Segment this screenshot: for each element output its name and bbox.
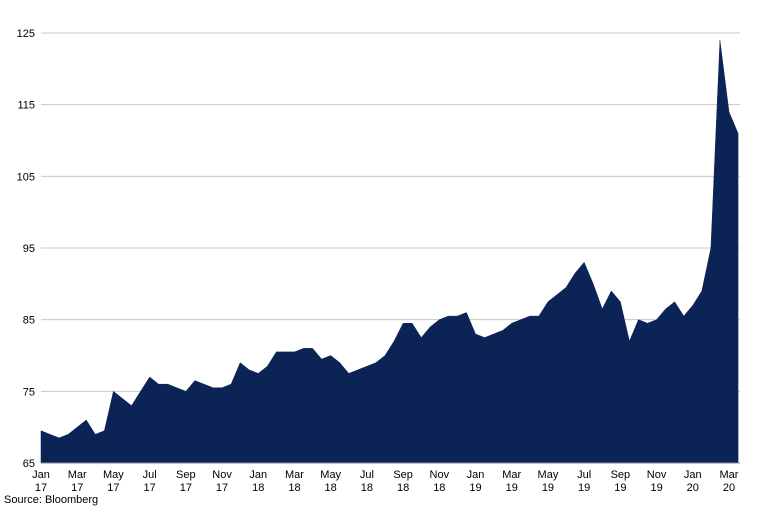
area: [40, 40, 739, 464]
y-tick-label: 95: [23, 243, 35, 255]
x-tick-label-line: Nov: [647, 469, 667, 481]
x-tick-label: Jan 19: [467, 469, 485, 494]
x-tick-label: Sep 19: [611, 469, 631, 494]
y-tick-label: 75: [23, 386, 35, 398]
x-tick-label: Mar 18: [285, 469, 304, 494]
x-tick-label-line: 19: [469, 482, 481, 494]
source-note: Source: Bloomberg: [4, 494, 98, 506]
y-tick-label: 125: [17, 28, 35, 40]
x-tick-label-line: Nov: [430, 469, 450, 481]
x-tick-label: Jan 18: [249, 469, 267, 494]
x-tick-label-line: 18: [433, 482, 445, 494]
x-tick-label-line: 17: [144, 482, 156, 494]
y-tick-label: 85: [23, 315, 35, 327]
x-tick-label-line: Jul: [577, 469, 591, 481]
x-tick-label-line: Jul: [360, 469, 374, 481]
x-tick-label-line: Sep: [176, 469, 196, 481]
x-tick-label: Mar 17: [68, 469, 87, 494]
x-tick-label: Jan 20: [684, 469, 702, 494]
x-tick-label: Sep 18: [393, 469, 413, 494]
x-tick-label-line: 17: [107, 482, 119, 494]
x-tick-label-line: 17: [71, 482, 83, 494]
x-tick-label-line: Jan: [467, 469, 485, 481]
x-tick-label-line: 20: [687, 482, 699, 494]
x-tick-label-line: 17: [216, 482, 228, 494]
x-tick-label-line: May: [320, 469, 341, 481]
x-tick-label: Mar 19: [502, 469, 521, 494]
x-tick-label-line: 19: [506, 482, 518, 494]
x-tick-label-line: 19: [650, 482, 662, 494]
x-tick-label-line: May: [538, 469, 559, 481]
x-tick-label: Nov 18: [430, 469, 450, 494]
y-tick-label: 105: [17, 171, 35, 183]
x-tick-label-line: 17: [180, 482, 192, 494]
x-tick-label-line: 18: [397, 482, 409, 494]
x-tick-label-line: Mar: [285, 469, 304, 481]
x-tick-label: Nov 17: [212, 469, 232, 494]
x-tick-label-line: 17: [35, 482, 47, 494]
x-tick-label-line: Mar: [720, 469, 739, 481]
x-tick-label: Mar 20: [720, 469, 739, 494]
x-tick-label-line: Sep: [611, 469, 631, 481]
x-tick-label-line: Jul: [143, 469, 157, 481]
x-tick-label: Nov 19: [647, 469, 667, 494]
x-tick-label-line: 18: [361, 482, 373, 494]
x-tick-label-line: Nov: [212, 469, 232, 481]
x-tick-label-line: 19: [578, 482, 590, 494]
x-tick-label: Sep 17: [176, 469, 196, 494]
x-tick-label: Jul 19: [577, 469, 591, 494]
x-tick-label: Jul 17: [143, 469, 157, 494]
x-tick-label-line: Mar: [68, 469, 87, 481]
x-tick-label-line: 18: [288, 482, 300, 494]
x-tick-label: Jul 18: [360, 469, 374, 494]
x-tick-label-line: May: [103, 469, 124, 481]
x-tick-label-line: Jan: [684, 469, 702, 481]
x-tick-label-line: 18: [252, 482, 264, 494]
x-tick-label-line: 19: [614, 482, 626, 494]
x-tick-label-line: Jan: [32, 469, 50, 481]
x-tick-label-line: 20: [723, 482, 735, 494]
x-tick-label-line: Sep: [393, 469, 413, 481]
x-tick-label: May 18: [320, 469, 341, 494]
y-tick-label: 65: [23, 458, 35, 470]
x-tick-label: May 19: [538, 469, 559, 494]
x-tick-label-line: Mar: [502, 469, 521, 481]
x-tick-label-line: 18: [325, 482, 337, 494]
x-tick-label-line: Jan: [249, 469, 267, 481]
x-tick-label: May 17: [103, 469, 124, 494]
x-tick-label-line: 19: [542, 482, 554, 494]
y-tick-label: 115: [17, 100, 35, 112]
x-tick-label: Jan 17: [32, 469, 50, 494]
